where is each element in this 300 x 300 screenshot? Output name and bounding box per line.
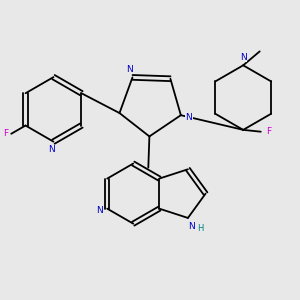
Text: N: N	[185, 112, 192, 122]
Text: N: N	[96, 206, 103, 215]
Text: N: N	[48, 145, 55, 154]
Text: F: F	[266, 127, 272, 136]
Text: F: F	[3, 129, 8, 138]
Text: H: H	[198, 224, 204, 233]
Text: N: N	[126, 65, 133, 74]
Text: N: N	[240, 53, 247, 62]
Text: N: N	[188, 221, 195, 230]
